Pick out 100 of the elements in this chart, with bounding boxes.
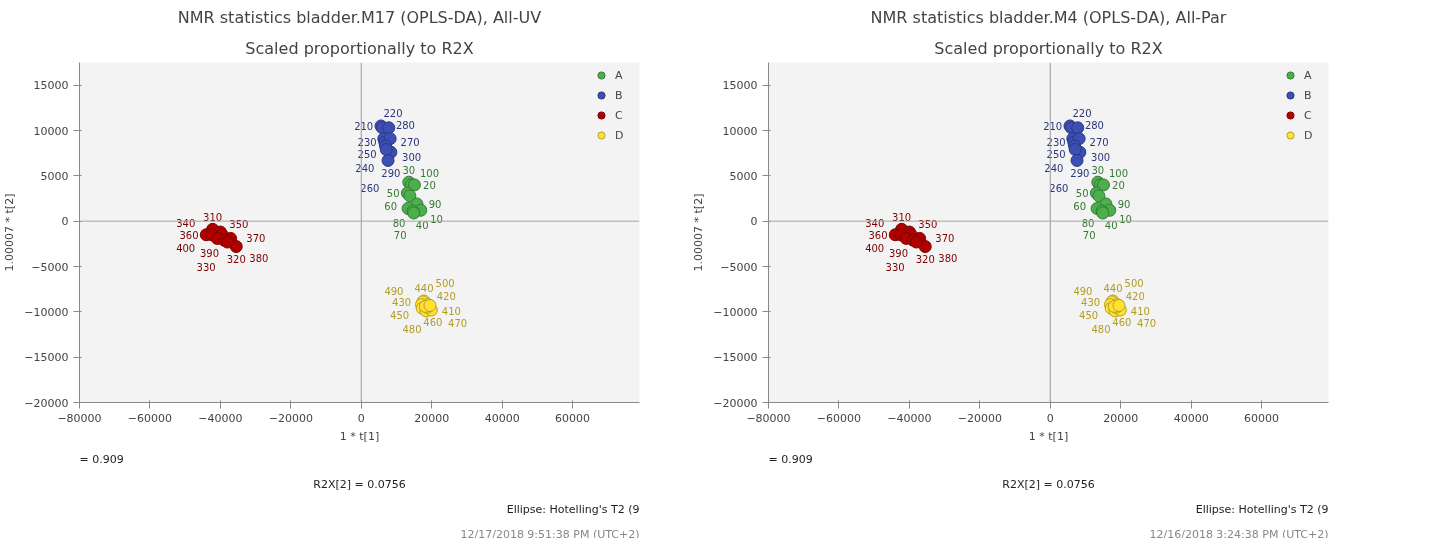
annotation: 40 — [1104, 220, 1118, 232]
annotation: 240 — [355, 162, 375, 174]
x-tick-label: −20000 — [268, 411, 313, 425]
annotation: 380 — [249, 252, 269, 264]
annotation: 490 — [384, 285, 404, 297]
y-tick-label: −20000 — [24, 396, 69, 410]
annotation: 330 — [885, 262, 905, 274]
x-tick-label: 40000 — [1173, 411, 1209, 425]
x-tick-label: −40000 — [198, 411, 243, 425]
point — [1070, 153, 1084, 167]
text: R2X[2] = 0.0756 — [313, 477, 406, 491]
annotation: 280 — [1084, 119, 1104, 131]
annotation: 300 — [402, 151, 422, 163]
text: = 0.909 — [768, 452, 813, 466]
x-tick-label: −60000 — [127, 411, 173, 425]
y-tick-label: −5000 — [720, 260, 758, 274]
annotation: 430 — [1081, 296, 1101, 308]
annotation: 10 — [1119, 213, 1132, 225]
annotation: 70 — [1082, 230, 1096, 242]
x-axis-title: 1 * t[1] — [339, 429, 380, 443]
annotation: 450 — [1079, 309, 1099, 321]
annotation: 470 — [448, 317, 468, 329]
annotation: 310 — [203, 211, 223, 223]
annotation: 480 — [402, 324, 422, 336]
annotation: 80 — [1081, 217, 1095, 229]
annotation: 250 — [1046, 149, 1066, 161]
y-tick-label: 10000 — [722, 124, 758, 138]
annotation: 360 — [868, 229, 888, 241]
annotation: 460 — [1112, 317, 1132, 329]
annotation: 90 — [1117, 198, 1131, 210]
x-axis-title: 1 * t[1] — [1028, 429, 1069, 443]
y-tick-label: 5000 — [729, 169, 758, 183]
x-tick-label: −40000 — [887, 411, 932, 425]
annotation: 30 — [1091, 164, 1105, 176]
annotation: 40 — [415, 220, 429, 232]
y-tick-label: −10000 — [24, 305, 69, 319]
annotation: 500 — [1124, 278, 1144, 290]
annotation: 220 — [383, 108, 403, 120]
y-tick-label: 0 — [750, 215, 758, 229]
x-tick-label: −20000 — [957, 411, 1002, 425]
annotation: 320 — [226, 254, 246, 266]
legend-label: C — [615, 108, 624, 122]
legend-label: B — [1304, 88, 1313, 102]
y-tick-label: −15000 — [713, 351, 758, 365]
point — [379, 143, 393, 157]
y-tick-label: −15000 — [24, 351, 69, 365]
legend-label: D — [615, 128, 625, 142]
annotation: 370 — [246, 233, 266, 245]
annotation: 60 — [1073, 201, 1087, 213]
annotation: 80 — [392, 217, 406, 229]
y-tick-label: −5000 — [31, 260, 69, 274]
annotation: 290 — [381, 167, 401, 179]
annotation: 500 — [435, 278, 455, 290]
point — [382, 121, 396, 135]
annotation: 90 — [428, 198, 442, 210]
annotation: 480 — [1091, 324, 1111, 336]
y-tick-label: 15000 — [33, 79, 69, 93]
x-tick-label: −60000 — [816, 411, 862, 425]
y-tick-label: 10000 — [33, 124, 69, 138]
annotation: 210 — [1043, 120, 1063, 132]
x-tick-label: 0 — [357, 411, 365, 425]
annotation: 310 — [892, 211, 912, 223]
annotation: 280 — [395, 119, 415, 131]
x-tick-label: 20000 — [1103, 411, 1139, 425]
annotation: 400 — [176, 242, 196, 254]
text: Ellipse: Hotelling's T2 (9 — [1195, 502, 1329, 516]
annotation: 440 — [414, 283, 434, 295]
annotation: 390 — [199, 247, 220, 259]
annotation: 420 — [1125, 291, 1145, 303]
text: Ellipse: Hotelling's T2 (9 — [506, 502, 640, 516]
point — [1071, 121, 1085, 135]
y-tick-label: −10000 — [713, 305, 758, 319]
y-tick-label: −20000 — [713, 396, 758, 410]
annotation: 50 — [1075, 188, 1089, 200]
annotation: 410 — [441, 305, 461, 317]
y-axis-title: 1.00007 * t[2] — [692, 193, 706, 272]
annotation: 270 — [1089, 137, 1109, 149]
annotation: 360 — [179, 229, 199, 241]
annotation: 240 — [1044, 162, 1064, 174]
annotation: 230 — [1046, 136, 1066, 148]
annotation: 70 — [393, 230, 407, 242]
annotation: 400 — [865, 242, 885, 254]
annotation: 230 — [357, 136, 377, 148]
annotation: 10 — [430, 213, 443, 225]
annotation: 320 — [915, 254, 935, 266]
legend-label: D — [1304, 128, 1314, 142]
annotation: 100 — [1108, 168, 1129, 180]
annotation: 370 — [935, 233, 955, 245]
annotation: 20 — [423, 179, 436, 191]
chart-subtitle: Scaled proportionally to R2X — [934, 38, 1163, 58]
annotation: 60 — [384, 201, 398, 213]
x-tick-label: −80000 — [746, 411, 791, 425]
annotation: 460 — [423, 317, 443, 329]
x-tick-label: 0 — [1046, 411, 1054, 425]
annotation: 440 — [1103, 283, 1123, 295]
annotation: 390 — [888, 247, 909, 259]
x-tick-label: 20000 — [414, 411, 450, 425]
annotation: 210 — [354, 120, 374, 132]
annotation: 220 — [1072, 108, 1092, 120]
annotation: 290 — [1070, 167, 1090, 179]
